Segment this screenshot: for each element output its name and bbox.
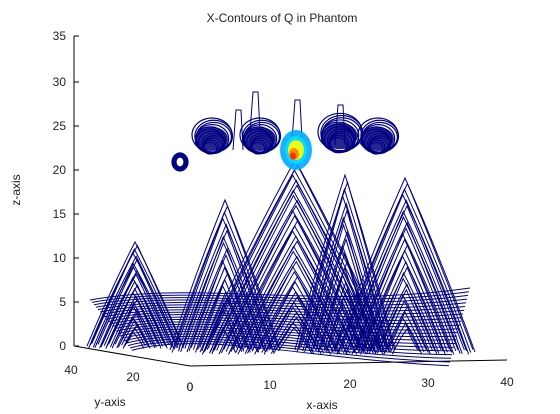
upper-spike-contour xyxy=(250,92,260,132)
y-tick-label: 40 xyxy=(64,363,78,377)
z-tick-label: 5 xyxy=(59,295,66,309)
x-tick-label: 40 xyxy=(500,375,514,389)
z-tick-label: 20 xyxy=(53,163,67,177)
upper-lobe-fill xyxy=(362,127,394,151)
z-axis-label: z-axis xyxy=(9,174,23,205)
x-tick-label: 30 xyxy=(421,376,435,390)
contour-lines xyxy=(87,92,475,366)
upper-lobe-fill xyxy=(322,123,357,149)
z-tick-label: 0 xyxy=(59,339,66,353)
upper-lobe-fill xyxy=(196,127,228,151)
x-tick-label: 20 xyxy=(343,377,357,391)
x-axis-line xyxy=(190,360,507,366)
small-blob-contour xyxy=(176,157,184,167)
y-axis-line xyxy=(74,346,190,366)
hotspot-ring xyxy=(290,153,296,160)
z-tick-label: 30 xyxy=(53,75,67,89)
z-tick-label: 10 xyxy=(53,251,67,265)
chart-title: X-Contours of Q in Phantom xyxy=(207,11,358,25)
z-tick-label: 35 xyxy=(53,29,67,43)
y-tick-label: 20 xyxy=(126,370,140,384)
z-tick-label: 25 xyxy=(53,119,67,133)
x-axis-ticks: 0 10 20 30 40 xyxy=(187,375,514,394)
z-axis-ticks: 0 5 10 15 20 25 30 35 xyxy=(53,29,79,353)
x-tick-label: 10 xyxy=(263,378,277,392)
z-tick-label: 15 xyxy=(53,207,67,221)
contour-hotspot xyxy=(280,130,312,170)
upper-spike-contour xyxy=(233,110,243,150)
y-axis-ticks: 40 20 0 xyxy=(64,363,193,394)
x-axis-label: x-axis xyxy=(306,398,337,412)
y-axis-label: y-axis xyxy=(94,395,125,409)
x-tick-label: 0 xyxy=(187,380,194,394)
